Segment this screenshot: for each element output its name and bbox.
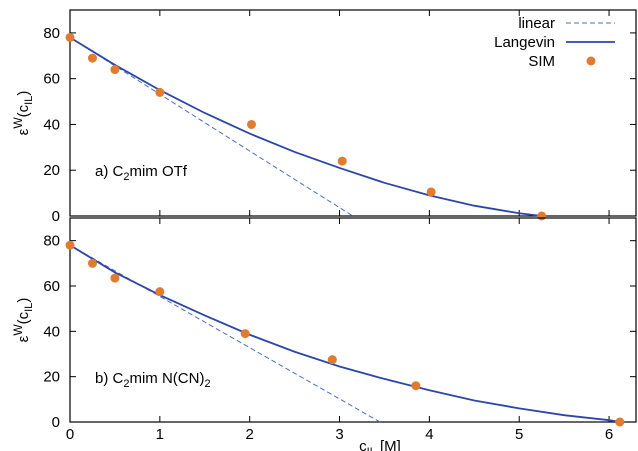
y-tick-label: 80: [43, 233, 60, 250]
sim-point: [65, 32, 75, 42]
linear-series-line: [69, 244, 381, 423]
legend-label-linear: linear: [518, 15, 555, 32]
plot-frame: [69, 9, 637, 217]
x-axis-label: cIL [M]: [359, 438, 401, 451]
y-tick-label: 60: [43, 71, 60, 88]
x-tick-label: 6: [605, 426, 613, 443]
y-axis-label: εW(cIL): [11, 298, 35, 343]
panel-top: 0 20 40 60 80 εW(cIL) a) C2mim OTf: [11, 9, 637, 225]
y-tick-label: 60: [43, 278, 60, 295]
x-tick-label: 2: [246, 426, 254, 443]
y-tick-label: 80: [43, 25, 60, 42]
y-tick-label: 0: [52, 208, 60, 225]
panel-annotation: a) C2mim OTf: [95, 163, 188, 183]
y-tick-label: 20: [43, 369, 60, 386]
x-tick-label: 5: [515, 426, 523, 443]
sim-point: [87, 258, 97, 268]
legend-label-sim: SIM: [528, 53, 555, 70]
sim-point: [537, 211, 547, 221]
x-tick-label: 3: [335, 426, 343, 443]
sim-point: [615, 417, 625, 427]
y-tick-label: 0: [52, 414, 60, 431]
sim-point: [110, 273, 120, 283]
sim-point: [246, 119, 256, 129]
sim-point: [155, 87, 165, 97]
y-tick-label: 40: [43, 323, 60, 340]
y-tick-label: 40: [43, 116, 60, 133]
y-axis-label: εW(cIL): [11, 91, 35, 136]
linear-series-line: [69, 37, 354, 217]
langevin-series-line: [69, 36, 542, 217]
sim-point: [411, 381, 421, 391]
panel-annotation: b) C2mim N(CN)2: [95, 370, 211, 390]
sim-point: [110, 65, 120, 75]
sim-point: [87, 53, 97, 63]
x-tick-label: 1: [156, 426, 164, 443]
langevin-series-line: [69, 244, 620, 423]
plot-frame: [69, 217, 637, 423]
sim-point: [337, 156, 347, 166]
sim-point: [426, 187, 436, 197]
sim-point: [65, 240, 75, 250]
x-tick-label: 0: [66, 426, 74, 443]
sim-point: [327, 355, 337, 365]
legend-swatch-sim: [586, 56, 596, 66]
sim-point: [240, 329, 250, 339]
y-tick-label: 20: [43, 162, 60, 179]
legend-label-langevin: Langevin: [494, 34, 555, 51]
sim-point: [155, 287, 165, 297]
legend: linear Langevin SIM: [494, 15, 615, 70]
x-tick-label: 4: [425, 426, 433, 443]
